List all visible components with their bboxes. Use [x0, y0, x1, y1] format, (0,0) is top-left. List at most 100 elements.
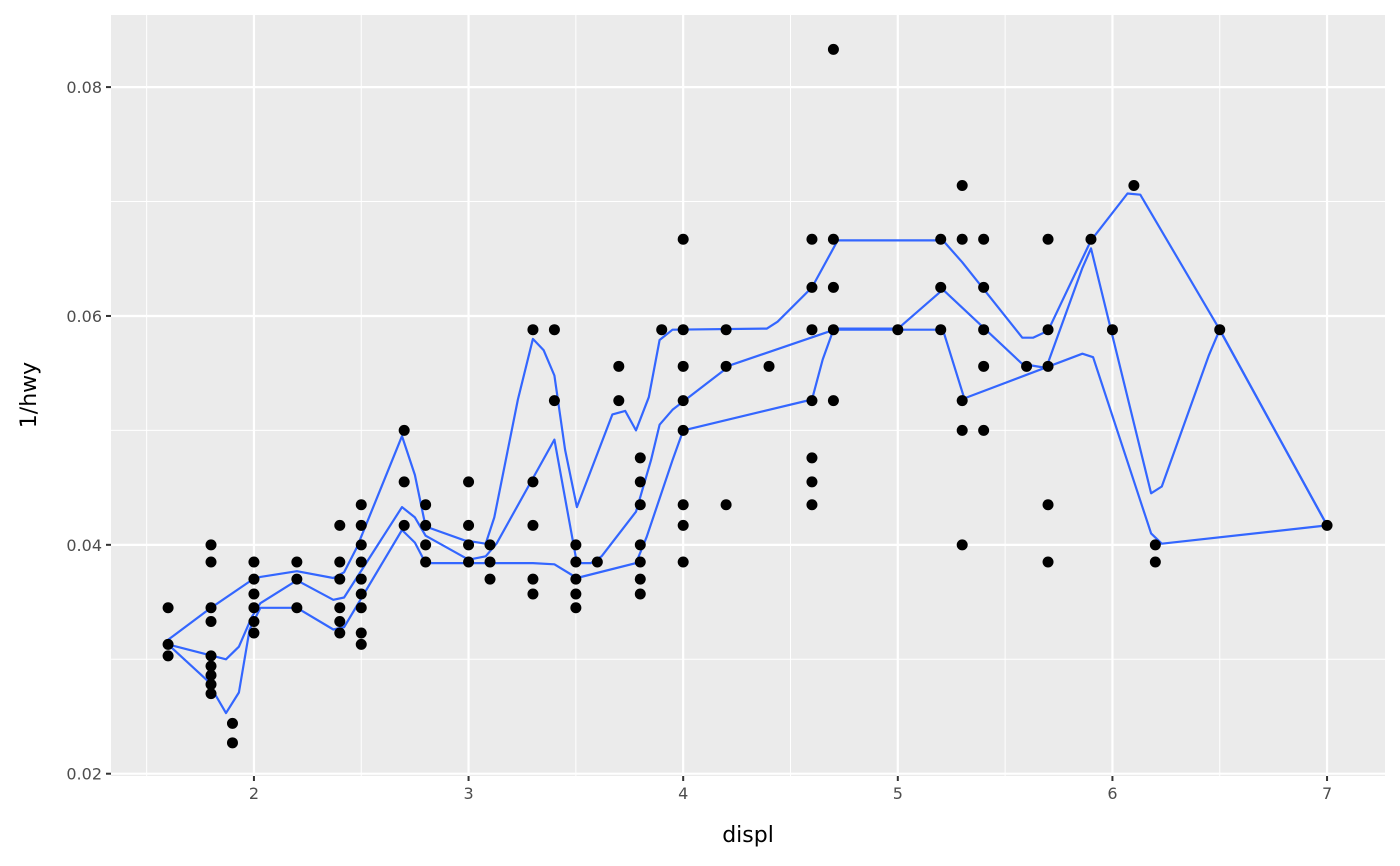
grid-minor	[111, 15, 1385, 776]
data-point	[978, 281, 990, 293]
data-point	[463, 539, 475, 551]
quantile-line	[167, 192, 1329, 641]
data-point	[420, 556, 432, 568]
x-tick-label: 5	[893, 784, 903, 803]
data-point	[548, 324, 560, 336]
x-tick-label: 2	[249, 784, 259, 803]
data-point	[355, 556, 367, 568]
data-point	[355, 573, 367, 585]
data-point	[935, 233, 947, 245]
data-point	[420, 519, 432, 531]
data-point	[334, 519, 346, 531]
data-point	[806, 281, 818, 293]
data-point	[355, 627, 367, 639]
data-point	[1042, 499, 1054, 511]
data-point	[827, 43, 839, 55]
data-point	[205, 539, 217, 551]
data-point	[956, 395, 968, 407]
data-point	[205, 650, 217, 662]
data-point	[527, 573, 539, 585]
y-tick-label: 0.02	[66, 765, 102, 784]
data-point	[720, 499, 732, 511]
data-point	[527, 324, 539, 336]
data-point	[956, 539, 968, 551]
y-tick-label: 0.06	[66, 307, 102, 326]
data-point	[677, 324, 689, 336]
data-point	[334, 556, 346, 568]
data-point	[463, 476, 475, 488]
data-point	[978, 324, 990, 336]
data-point	[677, 556, 689, 568]
data-point	[677, 233, 689, 245]
data-point	[613, 360, 625, 372]
data-point	[677, 499, 689, 511]
y-tick-label: 0.04	[66, 536, 102, 555]
data-point	[527, 588, 539, 600]
data-point	[1085, 233, 1097, 245]
data-point	[570, 573, 582, 585]
data-point	[334, 602, 346, 614]
data-point	[355, 499, 367, 511]
data-point	[827, 233, 839, 245]
x-axis-title: displ	[722, 823, 774, 848]
data-point	[806, 395, 818, 407]
data-point	[355, 588, 367, 600]
data-point	[806, 476, 818, 488]
data-point	[398, 476, 410, 488]
data-point	[205, 678, 217, 690]
data-point	[205, 602, 217, 614]
data-point	[1042, 360, 1054, 372]
data-point	[420, 499, 432, 511]
data-point	[613, 395, 625, 407]
data-point	[398, 519, 410, 531]
data-point	[806, 233, 818, 245]
quantile-line	[167, 247, 1329, 661]
grid-major	[111, 15, 1385, 776]
data-point	[591, 556, 603, 568]
data-point	[634, 499, 646, 511]
data-point	[248, 627, 260, 639]
data-point	[935, 324, 947, 336]
y-axis: 0.02 0.04 0.06 0.08	[66, 78, 111, 784]
data-point	[226, 717, 238, 729]
data-point	[1214, 324, 1226, 336]
data-point	[634, 539, 646, 551]
data-point	[892, 324, 904, 336]
data-point	[334, 616, 346, 628]
data-point	[1149, 556, 1161, 568]
data-point	[527, 476, 539, 488]
data-point	[248, 573, 260, 585]
data-point	[956, 233, 968, 245]
data-point	[484, 573, 496, 585]
data-point	[463, 556, 475, 568]
data-point	[548, 395, 560, 407]
x-tick-label: 4	[678, 784, 688, 803]
y-tick-label: 0.08	[66, 78, 102, 97]
data-point	[806, 324, 818, 336]
data-point	[226, 737, 238, 749]
x-axis: 2 3 4 5 6 7	[249, 776, 1332, 803]
data-point	[827, 324, 839, 336]
data-point	[720, 324, 732, 336]
data-point	[248, 588, 260, 600]
plot-panel	[111, 15, 1385, 776]
data-point	[677, 395, 689, 407]
data-point	[570, 588, 582, 600]
data-point	[162, 602, 174, 614]
data-point	[463, 519, 475, 531]
data-point	[570, 539, 582, 551]
x-tick-label: 7	[1322, 784, 1332, 803]
data-point	[205, 688, 217, 700]
data-point	[248, 602, 260, 614]
data-point	[484, 539, 496, 551]
data-point	[827, 281, 839, 293]
data-point	[291, 573, 303, 585]
data-point	[956, 180, 968, 192]
data-point	[978, 233, 990, 245]
data-point	[334, 573, 346, 585]
data-point	[291, 556, 303, 568]
data-point	[656, 324, 668, 336]
data-point	[1021, 360, 1033, 372]
data-point	[420, 539, 432, 551]
